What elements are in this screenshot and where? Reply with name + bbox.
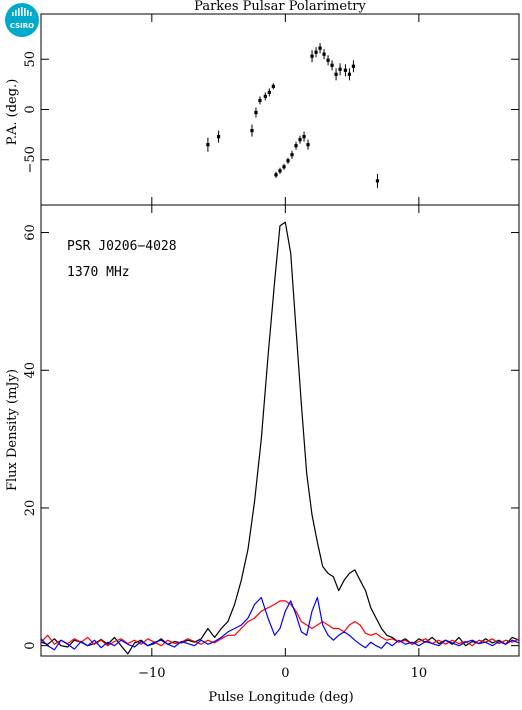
pa-point	[294, 144, 298, 148]
pa-point	[302, 135, 306, 139]
pulsar-name-annotation: PSR J0206−4028	[67, 239, 177, 254]
pa-point	[282, 165, 286, 169]
pa-point	[254, 110, 258, 115]
pa-point	[278, 169, 282, 173]
total-intensity-line	[40, 221, 520, 655]
top-panel-ticks: −50 0 50	[23, 14, 519, 205]
pa-point	[351, 64, 356, 68]
pa-point	[286, 159, 290, 163]
bottom-y-tick-label: 0	[23, 642, 38, 650]
pa-point	[271, 84, 275, 88]
pa-point	[322, 52, 326, 56]
pa-point	[306, 143, 310, 147]
pa-point	[334, 72, 338, 76]
pa-point	[375, 179, 380, 183]
pa-point	[290, 153, 294, 157]
pa-point	[250, 129, 254, 133]
pa-point	[343, 68, 348, 72]
bottom-y-tick-label: 20	[23, 500, 38, 517]
bottom-x-tick-label: 0	[281, 666, 289, 681]
top-y-axis-label: P.A. (deg.)	[5, 79, 20, 146]
circular-polarization-line	[40, 596, 520, 651]
bottom-y-tick-label: 40	[23, 362, 38, 379]
pa-point	[298, 138, 302, 142]
bottom-x-tick-label: −10	[138, 666, 165, 681]
pa-point	[326, 58, 330, 62]
top-y-tick-label: −50	[23, 146, 38, 173]
pa-point	[267, 90, 271, 95]
pa-point	[318, 46, 322, 50]
pa-point	[274, 173, 278, 177]
position-angle-points	[206, 43, 380, 188]
csiro-logo: CSIRO	[5, 3, 39, 37]
pa-point	[338, 67, 342, 71]
bottom-x-tick-label: 10	[411, 666, 428, 681]
bottom-panel-frame	[40, 204, 520, 657]
bottom-y-tick-label: 60	[23, 224, 38, 241]
pa-point	[206, 143, 210, 147]
pa-point	[314, 50, 318, 54]
bottom-y-axis-label: Flux Density (mJy)	[5, 369, 20, 491]
pa-point	[310, 54, 314, 58]
frequency-annotation: 1370 MHz	[67, 265, 130, 280]
pa-point	[263, 94, 267, 99]
linear-polarization-line	[40, 600, 520, 647]
top-panel-frame	[40, 13, 520, 206]
chart-title: Parkes Pulsar Polarimetry	[194, 0, 366, 14]
pa-point	[347, 72, 352, 76]
pa-point	[258, 98, 262, 103]
bottom-panel-ticks: −10 0 10 0 20 40 60	[23, 205, 519, 681]
pa-point	[216, 135, 221, 139]
top-y-tick-label: 50	[23, 51, 38, 68]
logo-text: CSIRO	[10, 22, 34, 30]
x-axis-label: Pulse Longitude (deg)	[208, 690, 353, 705]
flux-profile-lines	[40, 221, 520, 655]
pa-point	[330, 63, 334, 67]
top-y-tick-label: 0	[23, 105, 38, 113]
